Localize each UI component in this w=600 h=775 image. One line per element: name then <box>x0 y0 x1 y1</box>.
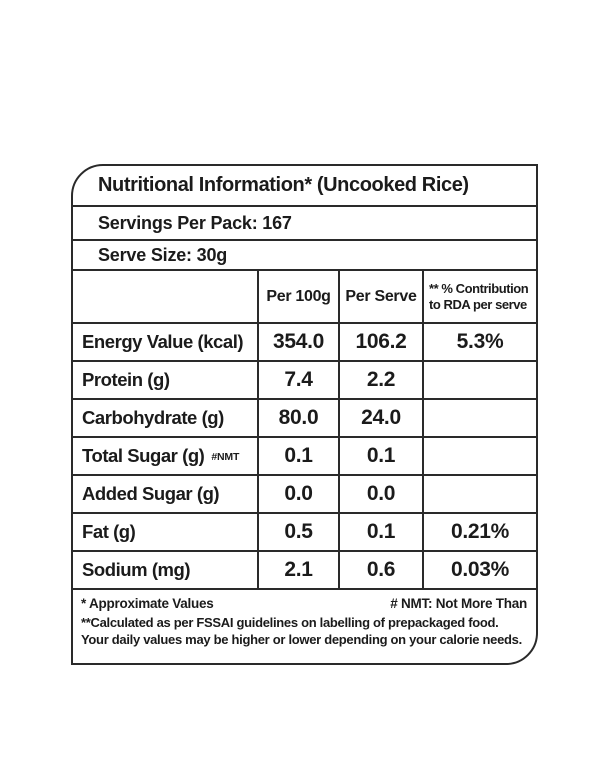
per-serve-cell: 0.0 <box>338 476 422 512</box>
nutrient-name: Sodium (mg) <box>82 559 191 580</box>
nutrient-row-energy: Energy Value (kcal) 354.0 106.2 5.3% <box>73 324 536 362</box>
per-100g-value: 0.0 <box>284 482 313 505</box>
serve-size-text: Serve Size: 30g <box>98 244 228 265</box>
per-serve-cell: 0.6 <box>338 552 422 588</box>
nmt-definition-note: # NMT: Not More Than <box>390 596 527 611</box>
per-serve-value: 24.0 <box>361 406 401 429</box>
nutrient-row-carbohydrate: Carbohydrate (g) 80.0 24.0 <box>73 400 536 438</box>
nutrient-row-sodium: Sodium (mg) 2.1 0.6 0.03% <box>73 552 536 590</box>
header-rda-contribution-label: ** % Contribution to RDA per serve <box>429 280 529 312</box>
per-100g-value: 0.1 <box>284 444 313 467</box>
per-serve-cell: 2.2 <box>338 362 422 398</box>
per-100g-value: 0.5 <box>284 520 313 543</box>
per-100g-cell: 2.1 <box>257 552 338 588</box>
per-100g-cell: 7.4 <box>257 362 338 398</box>
servings-per-pack-text: Servings Per Pack: 167 <box>98 212 292 233</box>
nutrient-nmt-note: #NMT <box>211 451 240 463</box>
nutrient-name-cell: Protein (g) <box>73 362 257 398</box>
per-100g-value: 7.4 <box>284 368 313 391</box>
per-serve-cell: 0.1 <box>338 514 422 550</box>
nutrient-name-cell: Total Sugar (g) #NMT <box>73 438 257 474</box>
nutrient-name-cell: Added Sugar (g) <box>73 476 257 512</box>
per-100g-value: 2.1 <box>284 558 313 581</box>
per-serve-value: 0.6 <box>366 558 396 581</box>
nutrition-label: Nutritional Information* (Uncooked Rice)… <box>71 164 538 665</box>
per-serve-cell: 24.0 <box>338 400 422 436</box>
nutrient-row-fat: Fat (g) 0.5 0.1 0.21% <box>73 514 536 552</box>
per-serve-value: 0.0 <box>366 482 396 505</box>
approximate-values-note: * Approximate Values <box>81 596 214 611</box>
header-per-serve-cell: Per Serve <box>338 271 422 322</box>
nutrient-name-cell: Sodium (mg) <box>73 552 257 588</box>
nutrient-name-cell: Carbohydrate (g) <box>73 400 257 436</box>
rda-cell <box>422 476 536 512</box>
nutrient-name: Energy Value (kcal) <box>82 331 244 352</box>
nutrient-name: Protein (g) <box>82 369 170 390</box>
per-serve-value: 106.2 <box>355 330 407 353</box>
nutrient-name: Carbohydrate (g) <box>82 407 224 428</box>
rda-value: 5.3% <box>456 330 504 353</box>
per-100g-cell: 0.0 <box>257 476 338 512</box>
nutrient-row-added-sugar: Added Sugar (g) 0.0 0.0 <box>73 476 536 514</box>
rda-cell <box>422 362 536 398</box>
header-blank-cell <box>73 271 257 322</box>
rda-cell: 5.3% <box>422 324 536 360</box>
nutrient-row-total-sugar: Total Sugar (g) #NMT 0.1 0.1 <box>73 438 536 476</box>
rda-value: 0.21% <box>450 520 510 543</box>
nutrient-name: Total Sugar (g) <box>82 445 205 466</box>
fssai-guidelines-note: **Calculated as per FSSAI guidelines on … <box>81 615 522 648</box>
rda-cell <box>422 438 536 474</box>
label-title: Nutritional Information* (Uncooked Rice) <box>98 174 469 196</box>
per-100g-cell: 354.0 <box>257 324 338 360</box>
per-100g-value: 354.0 <box>272 330 325 353</box>
header-rda-contribution-cell: ** % Contribution to RDA per serve <box>422 271 536 322</box>
label-footnotes: * Approximate Values # NMT: Not More Tha… <box>73 590 536 663</box>
header-per-100g-label: Per 100g <box>266 287 331 305</box>
nutrient-name: Fat (g) <box>82 521 136 542</box>
rda-cell: 0.21% <box>422 514 536 550</box>
per-100g-cell: 0.5 <box>257 514 338 550</box>
per-serve-value: 0.1 <box>366 444 396 467</box>
per-100g-cell: 80.0 <box>257 400 338 436</box>
per-serve-cell: 106.2 <box>338 324 422 360</box>
nutrient-name-cell: Fat (g) <box>73 514 257 550</box>
nutrient-row-protein: Protein (g) 7.4 2.2 <box>73 362 536 400</box>
serve-size-row: Serve Size: 30g <box>73 241 536 271</box>
per-serve-value: 2.2 <box>366 368 396 391</box>
per-100g-cell: 0.1 <box>257 438 338 474</box>
nutrient-name-cell: Energy Value (kcal) <box>73 324 257 360</box>
nutrient-name: Added Sugar (g) <box>82 483 220 504</box>
header-per-100g-cell: Per 100g <box>257 271 338 322</box>
servings-per-pack-row: Servings Per Pack: 167 <box>73 207 536 241</box>
rda-cell: 0.03% <box>422 552 536 588</box>
header-per-serve-label: Per Serve <box>345 287 417 305</box>
per-serve-value: 0.1 <box>366 520 396 543</box>
rda-value: 0.03% <box>450 558 510 581</box>
rda-cell <box>422 400 536 436</box>
footnote-line-1: * Approximate Values # NMT: Not More Tha… <box>81 596 527 611</box>
label-title-row: Nutritional Information* (Uncooked Rice) <box>73 166 536 207</box>
table-header-row: Per 100g Per Serve ** % Contribution to … <box>73 271 536 324</box>
per-serve-cell: 0.1 <box>338 438 422 474</box>
per-100g-value: 80.0 <box>278 406 319 429</box>
